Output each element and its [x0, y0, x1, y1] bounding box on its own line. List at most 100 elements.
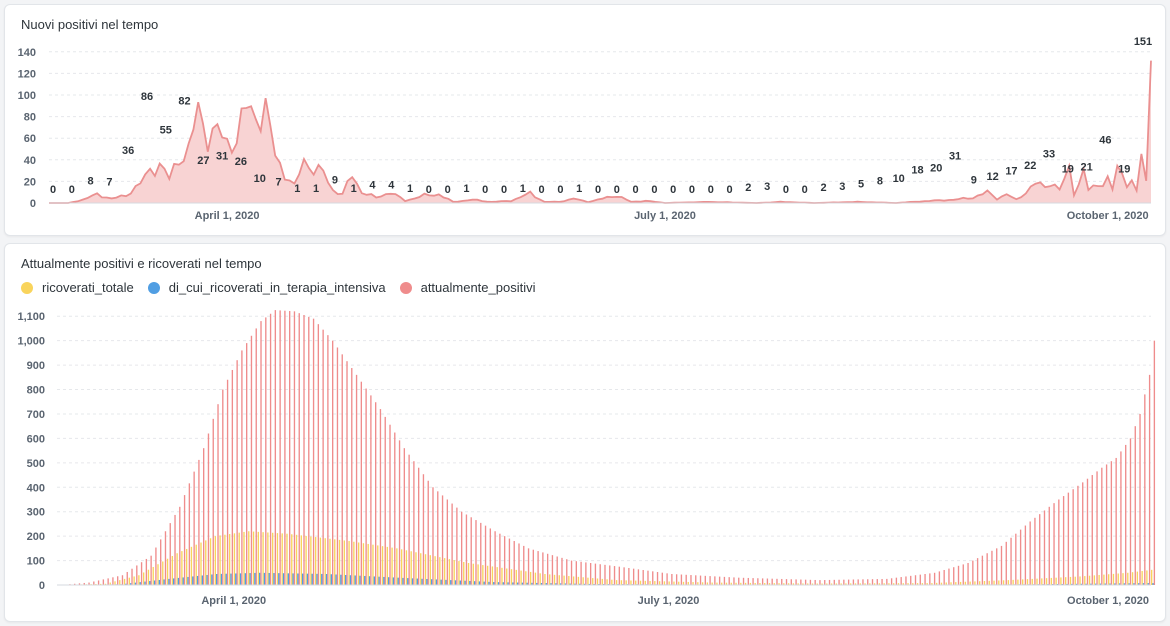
bar-attualmente-positivi[interactable] [819, 580, 821, 585]
bar-di-cui-ricoverati-in-terapia-intensiva[interactable] [1133, 583, 1135, 585]
bar-di-cui-ricoverati-in-terapia-intensiva[interactable] [540, 583, 543, 585]
bar-di-cui-ricoverati-in-terapia-intensiva[interactable] [1090, 583, 1092, 585]
bar-di-cui-ricoverati-in-terapia-intensiva[interactable] [316, 573, 318, 585]
bar-ricoverati-totale[interactable] [850, 583, 852, 585]
bar-ricoverati-totale[interactable] [405, 550, 408, 585]
bar-attualmente-positivi[interactable] [833, 579, 835, 585]
bar-di-cui-ricoverati-in-terapia-intensiva[interactable] [512, 582, 514, 585]
bar-attualmente-positivi[interactable] [250, 335, 253, 585]
bar-attualmente-positivi[interactable] [465, 514, 468, 585]
bar-ricoverati-totale[interactable] [993, 580, 995, 585]
bar-attualmente-positivi[interactable] [293, 311, 296, 585]
bar-di-cui-ricoverati-in-terapia-intensiva[interactable] [130, 583, 132, 585]
bar-ricoverati-totale[interactable] [205, 540, 207, 585]
bar-attualmente-positivi[interactable] [231, 369, 234, 585]
bar-attualmente-positivi[interactable] [843, 579, 845, 585]
bar-ricoverati-totale[interactable] [854, 583, 857, 585]
bar-ricoverati-totale[interactable] [257, 531, 259, 585]
bar-ricoverati-totale[interactable] [926, 583, 928, 585]
bar-ricoverati-totale[interactable] [525, 571, 527, 585]
bar-attualmente-positivi[interactable] [1019, 529, 1022, 585]
bar-ricoverati-totale[interactable] [940, 582, 943, 585]
bar-di-cui-ricoverati-in-terapia-intensiva[interactable] [1142, 583, 1145, 585]
bar-di-cui-ricoverati-in-terapia-intensiva[interactable] [521, 582, 524, 585]
bar-ricoverati-totale[interactable] [893, 583, 895, 585]
bar-ricoverati-totale[interactable] [123, 578, 126, 585]
bar-attualmente-positivi[interactable] [1139, 413, 1141, 585]
bar-ricoverati-totale[interactable] [644, 580, 646, 585]
bar-ricoverati-totale[interactable] [582, 577, 584, 585]
bar-ricoverati-totale[interactable] [921, 583, 924, 585]
bar-attualmente-positivi[interactable] [274, 310, 277, 585]
bar-di-cui-ricoverati-in-terapia-intensiva[interactable] [368, 576, 371, 585]
bar-di-cui-ricoverati-in-terapia-intensiva[interactable] [569, 583, 571, 585]
bar-ricoverati-totale[interactable] [248, 531, 250, 585]
bar-ricoverati-totale[interactable] [243, 531, 245, 585]
bar-attualmente-positivi[interactable] [809, 579, 812, 585]
bar-ricoverati-totale[interactable] [185, 548, 188, 585]
bar-di-cui-ricoverati-in-terapia-intensiva[interactable] [292, 573, 294, 585]
bar-ricoverati-totale[interactable] [721, 582, 723, 585]
bar-attualmente-positivi[interactable] [145, 558, 148, 585]
bar-attualmente-positivi[interactable] [475, 520, 477, 585]
bar-ricoverati-totale[interactable] [334, 539, 336, 585]
bar-ricoverati-totale[interactable] [1122, 573, 1124, 585]
bar-attualmente-positivi[interactable] [279, 310, 281, 585]
bar-di-cui-ricoverati-in-terapia-intensiva[interactable] [325, 574, 328, 585]
bar-attualmente-positivi[interactable] [513, 541, 515, 585]
bar-attualmente-positivi[interactable] [556, 556, 558, 585]
bar-di-cui-ricoverati-in-terapia-intensiva[interactable] [1123, 583, 1126, 585]
chart-title[interactable]: Nuovi positivi nel tempo [21, 17, 159, 32]
bar-attualmente-positivi[interactable] [480, 522, 482, 585]
bar-di-cui-ricoverati-in-terapia-intensiva[interactable] [335, 574, 337, 585]
bar-ricoverati-totale[interactable] [386, 546, 388, 585]
bar-attualmente-positivi[interactable] [542, 552, 544, 585]
bar-attualmente-positivi[interactable] [948, 568, 950, 585]
bar-attualmente-positivi[interactable] [824, 580, 826, 585]
bar-ricoverati-totale[interactable] [859, 583, 861, 585]
bar-ricoverati-totale[interactable] [138, 575, 140, 585]
bar-attualmente-positivi[interactable] [1024, 525, 1027, 585]
bar-attualmente-positivi[interactable] [265, 317, 267, 585]
bar-attualmente-positivi[interactable] [451, 503, 453, 585]
bar-di-cui-ricoverati-in-terapia-intensiva[interactable] [531, 582, 533, 585]
bar-attualmente-positivi[interactable] [647, 570, 649, 585]
bar-ricoverati-totale[interactable] [228, 534, 231, 585]
bar-attualmente-positivi[interactable] [398, 440, 401, 585]
bar-ricoverati-totale[interactable] [816, 583, 818, 585]
bar-attualmente-positivi[interactable] [757, 578, 759, 585]
bar-di-cui-ricoverati-in-terapia-intensiva[interactable] [1147, 583, 1149, 585]
bar-di-cui-ricoverati-in-terapia-intensiva[interactable] [1085, 583, 1087, 585]
bar-ricoverati-totale[interactable] [878, 583, 881, 585]
bar-attualmente-positivi[interactable] [499, 533, 501, 585]
bar-di-cui-ricoverati-in-terapia-intensiva[interactable] [1099, 583, 1102, 585]
bar-attualmente-positivi[interactable] [1010, 537, 1012, 585]
bar-di-cui-ricoverati-in-terapia-intensiva[interactable] [211, 574, 213, 585]
bar-attualmente-positivi[interactable] [795, 579, 797, 585]
bar-ricoverati-totale[interactable] [491, 566, 494, 585]
bar-di-cui-ricoverati-in-terapia-intensiva[interactable] [1066, 583, 1068, 585]
bar-attualmente-positivi[interactable] [527, 548, 530, 585]
bar-di-cui-ricoverati-in-terapia-intensiva[interactable] [344, 574, 347, 585]
bar-ricoverati-totale[interactable] [233, 533, 236, 585]
bar-di-cui-ricoverati-in-terapia-intensiva[interactable] [416, 578, 418, 585]
bar-attualmente-positivi[interactable] [723, 576, 726, 585]
bar-di-cui-ricoverati-in-terapia-intensiva[interactable] [321, 573, 323, 585]
bar-ricoverati-totale[interactable] [615, 580, 618, 585]
bar-attualmente-positivi[interactable] [188, 483, 191, 585]
bar-attualmente-positivi[interactable] [800, 579, 802, 585]
bar-attualmente-positivi[interactable] [112, 577, 114, 585]
bar-ricoverati-totale[interactable] [377, 545, 379, 585]
bar-ricoverati-totale[interactable] [238, 532, 240, 585]
bar-ricoverati-totale[interactable] [128, 577, 131, 585]
bar-ricoverati-totale[interactable] [568, 576, 570, 585]
bar-ricoverati-totale[interactable] [778, 583, 780, 585]
bar-attualmente-positivi[interactable] [508, 538, 511, 585]
bar-ricoverati-totale[interactable] [439, 557, 441, 585]
bar-attualmente-positivi[interactable] [150, 555, 152, 585]
bar-ricoverati-totale[interactable] [291, 534, 293, 585]
bar-attualmente-positivi[interactable] [580, 561, 582, 585]
bar-ricoverati-totale[interactable] [673, 581, 675, 585]
bar-attualmente-positivi[interactable] [704, 575, 706, 585]
bar-ricoverati-totale[interactable] [1012, 579, 1014, 585]
